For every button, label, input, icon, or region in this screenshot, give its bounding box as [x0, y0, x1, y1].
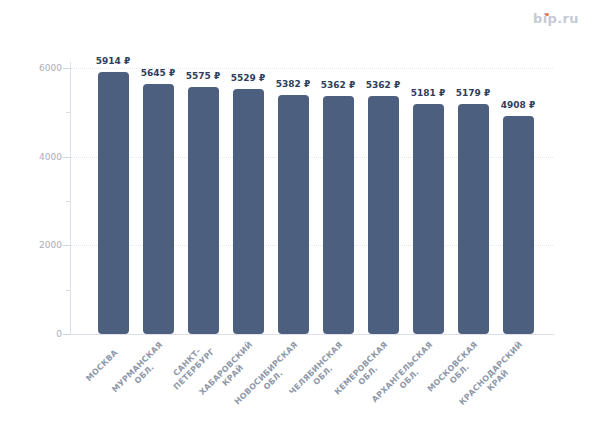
bar-value-label: 5362 ₽ [321, 80, 355, 91]
bar-value-label: 5179 ₽ [456, 88, 490, 99]
bar-4 [233, 89, 264, 334]
y-minor-tick [66, 112, 70, 113]
bar-value-label: 5914 ₽ [96, 56, 130, 67]
x-axis-line [70, 334, 554, 335]
y-axis-line [70, 62, 71, 335]
bar-8 [413, 104, 444, 334]
y-major-tick [63, 68, 70, 69]
y-tick-label: 6000 [18, 63, 62, 73]
chart-screen: bip.ru 02000400060005914 ₽МОСКВА5645 ₽МУ… [0, 0, 600, 427]
bar-3 [188, 87, 219, 334]
bar-2 [143, 84, 174, 334]
bar-value-label: 5362 ₽ [366, 80, 400, 91]
y-tick-label: 0 [18, 329, 62, 339]
y-major-tick [63, 245, 70, 246]
y-tick-label: 2000 [18, 240, 62, 250]
bar-7 [368, 96, 399, 334]
bar-value-label: 5382 ₽ [276, 79, 310, 90]
x-category-label-text: МОСКВА [84, 348, 119, 383]
bar-9 [458, 104, 489, 334]
bar-value-label: 5645 ₽ [141, 68, 175, 79]
bar-value-label: 5181 ₽ [411, 88, 445, 99]
x-category-label-text: МУРМАНСКАЯ ОБЛ. [110, 340, 171, 401]
bar-10 [503, 116, 534, 334]
bar-value-label: 4908 ₽ [501, 100, 535, 111]
bar-1 [98, 72, 129, 334]
bar-value-label: 5575 ₽ [186, 71, 220, 82]
y-tick-label: 4000 [18, 152, 62, 162]
bar-6 [323, 96, 354, 334]
bar-5 [278, 95, 309, 334]
y-minor-tick [66, 290, 70, 291]
y-minor-tick [66, 201, 70, 202]
y-major-tick [63, 334, 70, 335]
y-major-tick [63, 157, 70, 158]
bar-chart: 0 2000 4000 6000 5914 ₽ МОСКВА 5645 ₽ МУРМАНСКА… [0, 0, 600, 427]
bar-value-label: 5529 ₽ [231, 73, 265, 84]
